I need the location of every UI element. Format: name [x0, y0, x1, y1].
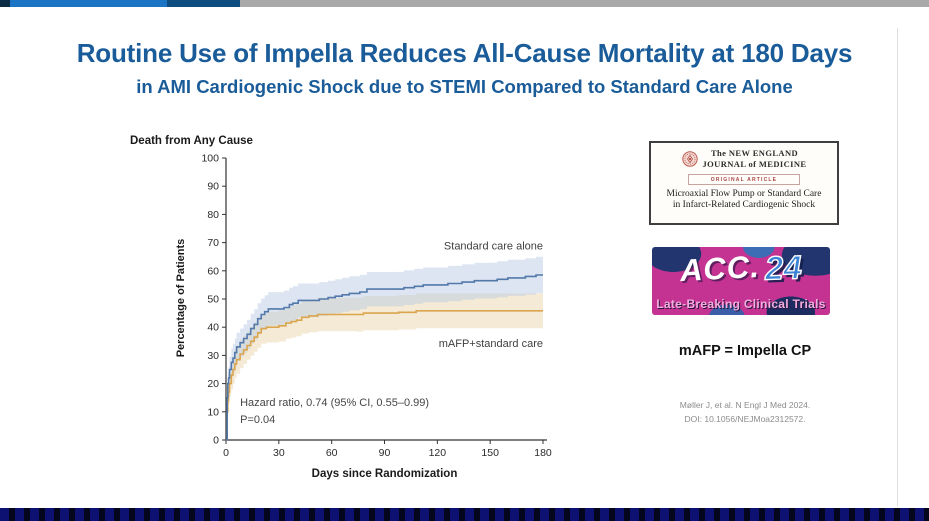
- ci-band-0: [226, 292, 543, 440]
- acc24-wordmark: ACC. 24: [652, 248, 830, 289]
- x-tick-label: 0: [223, 447, 229, 459]
- slide-title: Routine Use of Impella Reduces All-Cause…: [76, 38, 853, 68]
- ci-band-1: [226, 256, 543, 440]
- hazard-ratio-annotation: Hazard ratio, 0.74 (95% CI, 0.55–0.99): [240, 397, 429, 409]
- citation: Møller J, et al. N Engl J Med 2024. DOI:…: [640, 399, 850, 426]
- nejm-article-title: Microaxial Flow Pump or Standard Care in…: [651, 189, 837, 212]
- acc24-logo: ACC. 24 Late-Breaking Clinical Trials: [652, 247, 830, 315]
- y-tick-label: 40: [207, 322, 219, 334]
- x-tick-label: 30: [273, 447, 285, 459]
- y-tick-label: 70: [207, 237, 219, 249]
- x-tick-label: 150: [481, 447, 499, 459]
- mafp-note: mAFP = Impella CP: [678, 343, 812, 359]
- top-bar-segment-blue: [10, 0, 167, 7]
- nejm-article-title-line1: Microaxial Flow Pump or Standard Care: [666, 189, 822, 200]
- acc-tagline: Late-Breaking Clinical Trials: [656, 297, 826, 311]
- acc-brand-text: ACC.: [679, 248, 761, 289]
- x-tick-label: 90: [379, 447, 391, 459]
- y-tick-label: 50: [207, 294, 219, 306]
- nejm-masthead-line2: JOURNAL of MEDICINE: [702, 159, 807, 170]
- y-axis-label: Percentage of Patients: [175, 239, 187, 358]
- top-bar-segment-navy: [167, 0, 240, 7]
- nejm-article-tag: ORIGINAL ARTICLE: [710, 176, 778, 183]
- nejm-article-title-line2: in Infarct-Related Cardiogenic Shock: [672, 200, 816, 211]
- bottom-accent-bar: [0, 508, 929, 521]
- citation-line2: DOI: 10.1056/NEJMoa2312572.: [684, 413, 806, 424]
- nejm-masthead-line1: The NEW ENGLAND: [710, 148, 799, 158]
- x-tick-label: 60: [326, 447, 338, 459]
- y-tick-label: 100: [201, 153, 219, 165]
- top-accent-bar: [0, 0, 929, 7]
- y-tick-label: 10: [207, 406, 219, 418]
- nejm-article-tag-box: ORIGINAL ARTICLE: [688, 174, 800, 186]
- y-tick-label: 20: [207, 378, 219, 390]
- nejm-article-card: The NEW ENGLAND JOURNAL of MEDICINE ORIG…: [649, 141, 839, 225]
- slide-right-edge: [897, 28, 898, 506]
- top-bar-segment-dark: [0, 0, 10, 7]
- y-tick-label: 90: [207, 181, 219, 193]
- kaplan-meier-chart: 0 10 20 30 40 50 60 70 80 90 100 0 30 60 90 120 150 180 mA…: [130, 135, 552, 480]
- series-line-1: [226, 274, 543, 441]
- x-axis-label: Days since Randomization: [312, 468, 458, 480]
- series-label-0: mAFP+standard care: [439, 338, 543, 350]
- x-tick-label: 180: [534, 447, 552, 459]
- slide-subtitle: in AMI Cardiogenic Shock due to STEMI Co…: [136, 76, 793, 97]
- nejm-header: The NEW ENGLAND JOURNAL of MEDICINE: [651, 143, 837, 170]
- y-tick-label: 0: [213, 435, 219, 447]
- y-tick-label: 30: [207, 350, 219, 362]
- citation-line1: Møller J, et al. N Engl J Med 2024.: [679, 400, 811, 410]
- acc-year-text: 24: [764, 248, 803, 288]
- nejm-seal-icon: [681, 151, 698, 167]
- top-bar-segment-gray: [240, 0, 929, 7]
- y-tick-label: 80: [207, 209, 219, 221]
- x-tick-label: 120: [429, 447, 447, 459]
- p-value-annotation: P=0.04: [240, 414, 275, 426]
- y-tick-label: 60: [207, 265, 219, 277]
- nejm-masthead: The NEW ENGLAND JOURNAL of MEDICINE: [703, 148, 807, 170]
- chart-title: Death from Any Cause: [130, 135, 253, 147]
- series-line-0: [226, 310, 543, 441]
- series-label-1: Standard care alone: [444, 241, 543, 253]
